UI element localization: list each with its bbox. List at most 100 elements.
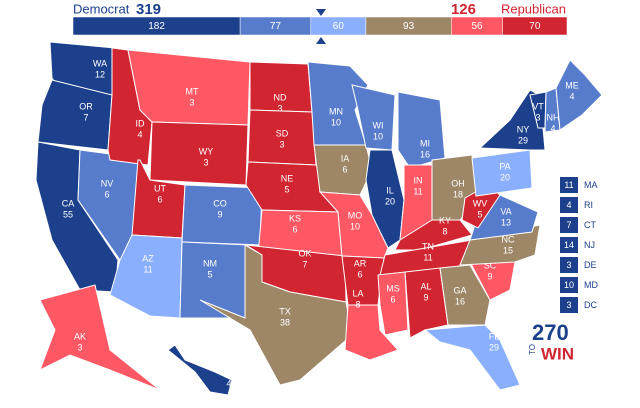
state bbox=[351, 84, 396, 151]
marker-bottom bbox=[316, 37, 326, 44]
state-label: ND bbox=[274, 92, 287, 102]
bar-value: 70 bbox=[529, 21, 541, 32]
small-state-value: 7 bbox=[566, 220, 571, 230]
state-value: 12 bbox=[95, 69, 105, 79]
state bbox=[439, 264, 491, 326]
state-label: TX bbox=[279, 306, 291, 316]
small-state-box bbox=[560, 277, 578, 293]
state-value: 6 bbox=[342, 164, 347, 174]
state-value: 6 bbox=[292, 224, 297, 234]
state-value: 7 bbox=[302, 259, 307, 269]
small-state-label: DE bbox=[584, 260, 597, 270]
state-label: IN bbox=[414, 175, 423, 185]
state-value: 3 bbox=[77, 342, 82, 352]
state-label: PA bbox=[499, 161, 510, 171]
state bbox=[404, 267, 449, 339]
state-value: 9 bbox=[423, 292, 428, 302]
state-label: CA bbox=[62, 198, 75, 208]
bar-segment bbox=[502, 16, 568, 36]
dem-label: Democrat bbox=[73, 1, 130, 16]
state-value: 3 bbox=[279, 139, 284, 149]
state-value: 6 bbox=[390, 294, 395, 304]
state-value: 4 bbox=[226, 378, 231, 388]
small-state-box bbox=[560, 177, 578, 193]
state bbox=[365, 149, 405, 249]
state-value: 13 bbox=[501, 217, 511, 227]
logo-to: TO bbox=[528, 344, 537, 355]
state-label: MN bbox=[329, 106, 343, 116]
state-label: NY bbox=[517, 124, 530, 134]
state bbox=[167, 344, 233, 396]
state-label: KS bbox=[289, 213, 301, 223]
state-value: 8 bbox=[442, 226, 447, 236]
state-value: 10 bbox=[373, 131, 383, 141]
state-label: ME bbox=[565, 80, 579, 90]
state-value: 5 bbox=[477, 209, 482, 219]
state-label: IL bbox=[386, 185, 394, 195]
state-value: 8 bbox=[355, 299, 360, 309]
state bbox=[199, 244, 353, 386]
state-value: 29 bbox=[489, 342, 499, 352]
state-label: MI bbox=[420, 138, 430, 148]
state-value: 20 bbox=[500, 172, 510, 182]
state-label: AZ bbox=[142, 253, 154, 263]
state-label: SC bbox=[484, 260, 497, 270]
state bbox=[471, 149, 533, 197]
state-label: KY bbox=[439, 215, 451, 225]
state-label: AL bbox=[420, 281, 431, 291]
state-label: SD bbox=[276, 128, 289, 138]
state-label: MO bbox=[348, 210, 363, 220]
state-label: NM bbox=[203, 258, 217, 268]
small-state-label: MD bbox=[584, 280, 598, 290]
state-value: 3 bbox=[535, 112, 540, 122]
state-label: IA bbox=[341, 153, 350, 163]
state bbox=[423, 324, 521, 391]
state-label: WV bbox=[473, 198, 488, 208]
state-value: 9 bbox=[217, 209, 222, 219]
state-label: FL bbox=[489, 331, 500, 341]
state-value: 18 bbox=[453, 189, 463, 199]
state-value: 16 bbox=[455, 296, 465, 306]
state-label: VA bbox=[500, 206, 511, 216]
state-label: UT bbox=[154, 183, 166, 193]
state bbox=[377, 271, 409, 336]
state-value: 29 bbox=[518, 135, 528, 145]
states: WA12OR7CA55NV6ID4MT3WY3UT6AZ11CO9NM5ND3S… bbox=[35, 41, 603, 396]
state bbox=[307, 61, 369, 146]
state-label: MS bbox=[386, 283, 400, 293]
small-state-box bbox=[560, 197, 578, 213]
small-state-value: 3 bbox=[566, 260, 571, 270]
logo-number: 270 bbox=[532, 320, 569, 345]
small-state-value: 10 bbox=[564, 280, 574, 290]
state-value: 4 bbox=[137, 129, 142, 139]
state-value: 3 bbox=[203, 157, 208, 167]
state-value: 5 bbox=[207, 269, 212, 279]
state-value: 55 bbox=[63, 209, 73, 219]
state-label: NH bbox=[547, 112, 560, 122]
state-label: OK bbox=[298, 248, 311, 258]
state-label: WY bbox=[199, 146, 214, 156]
state-value: 3 bbox=[277, 103, 282, 113]
state-value: 5 bbox=[284, 184, 289, 194]
state bbox=[39, 284, 161, 391]
state-value: 11 bbox=[423, 252, 432, 262]
state-label: NC bbox=[502, 234, 515, 244]
state-label: AR bbox=[354, 258, 367, 268]
state-value: 10 bbox=[350, 221, 360, 231]
small-state-box bbox=[560, 297, 578, 313]
state-label: AK bbox=[74, 331, 86, 341]
small-state-value: 3 bbox=[566, 300, 571, 310]
state-value: 9 bbox=[487, 271, 492, 281]
small-state-box bbox=[560, 217, 578, 233]
state bbox=[37, 79, 113, 151]
state-label: WA bbox=[93, 58, 107, 68]
bar-value: 182 bbox=[148, 21, 165, 32]
state-label: CO bbox=[213, 198, 227, 208]
state-value: 3 bbox=[189, 97, 194, 107]
bar-value: 56 bbox=[471, 21, 483, 32]
state-label: NE bbox=[281, 173, 294, 183]
state-label: ID bbox=[136, 118, 146, 128]
small-state-label: CT bbox=[584, 220, 596, 230]
logo-win: WIN bbox=[541, 344, 574, 363]
